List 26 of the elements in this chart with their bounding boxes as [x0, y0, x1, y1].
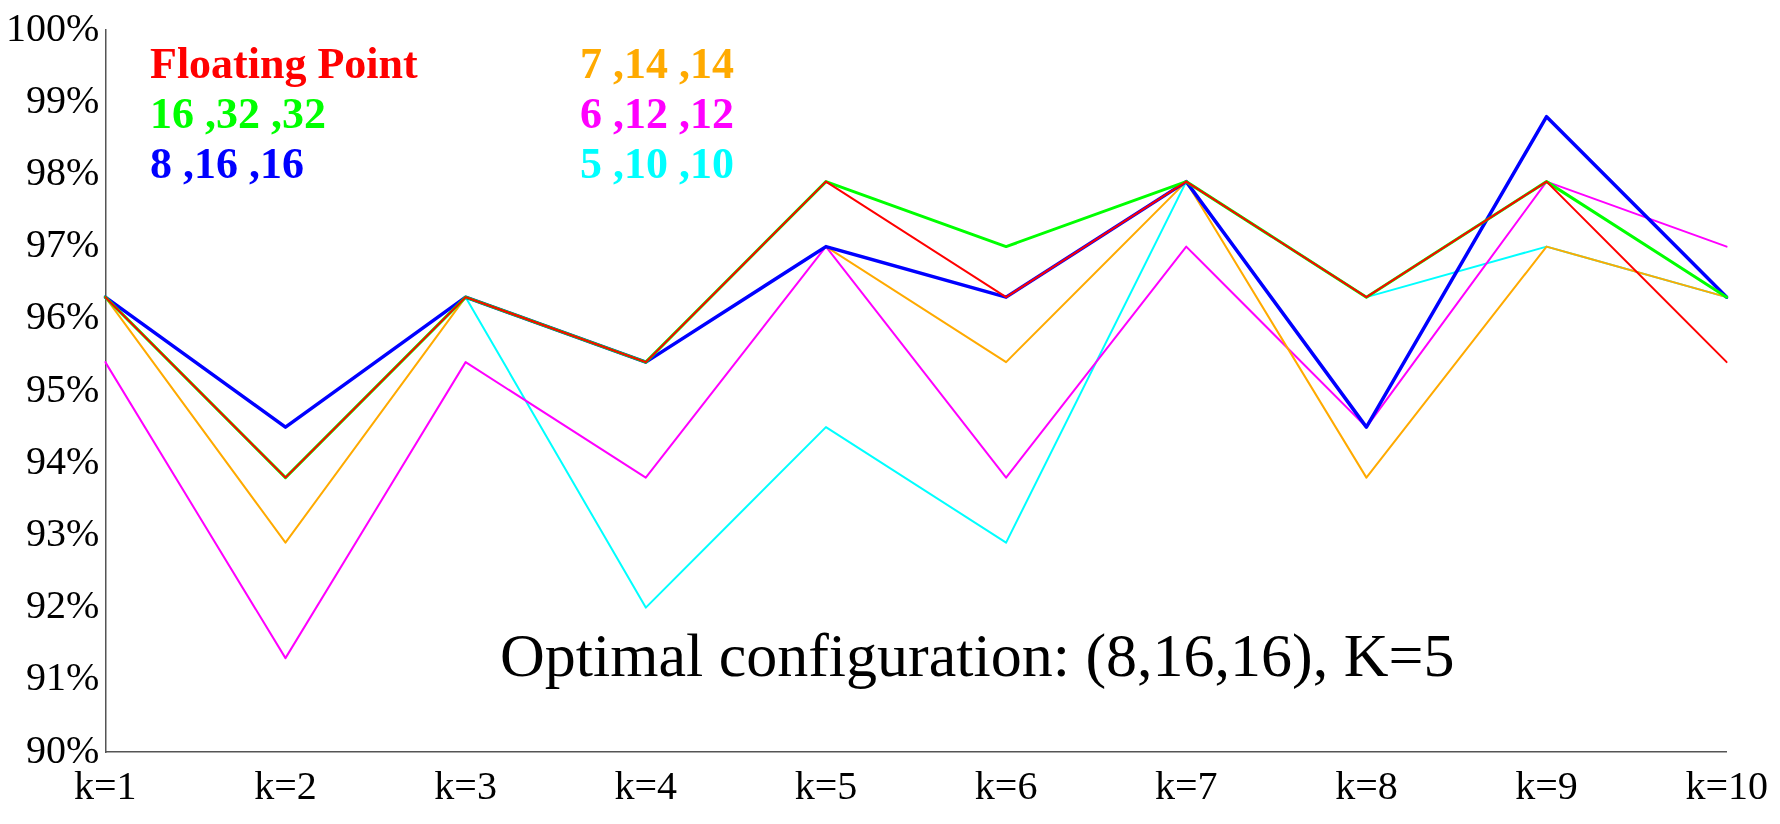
- text: 5 ,10 ,10: [580, 138, 735, 188]
- y-tick-label: 96%: [25, 293, 100, 339]
- text: Floating Point: [150, 38, 419, 88]
- x-tick-label: k=4: [614, 762, 678, 808]
- y-tick-label: 97%: [25, 221, 100, 267]
- x-tick-label: k=3: [434, 762, 497, 808]
- y-tick-label: 91%: [25, 654, 100, 700]
- y-tick-label: 93%: [25, 509, 100, 555]
- x-tick-label: k=10: [1685, 762, 1768, 808]
- text: 7 ,14 ,14: [580, 38, 735, 88]
- x-tick-label: k=2: [254, 762, 317, 808]
- text: 16 ,32 ,32: [150, 88, 327, 138]
- y-tick-label: 100%: [5, 4, 100, 50]
- y-tick-label: 92%: [25, 582, 100, 628]
- y-tick-label: 94%: [25, 437, 100, 483]
- text: 8 ,16 ,16: [150, 138, 305, 188]
- y-tick-label: 99%: [25, 76, 100, 122]
- x-tick-label: k=5: [794, 762, 858, 808]
- annotation: Optimal configuration: (8,16,16), K=5: [500, 620, 1455, 691]
- x-tick-label: k=9: [1515, 762, 1578, 808]
- x-tick-label: k=7: [1154, 762, 1218, 808]
- x-tick-label: k=6: [974, 762, 1038, 808]
- y-tick-label: 98%: [25, 148, 100, 194]
- x-tick-label: k=8: [1335, 762, 1398, 808]
- text: 6 ,12 ,12: [580, 88, 735, 138]
- y-tick-label: 95%: [25, 365, 100, 411]
